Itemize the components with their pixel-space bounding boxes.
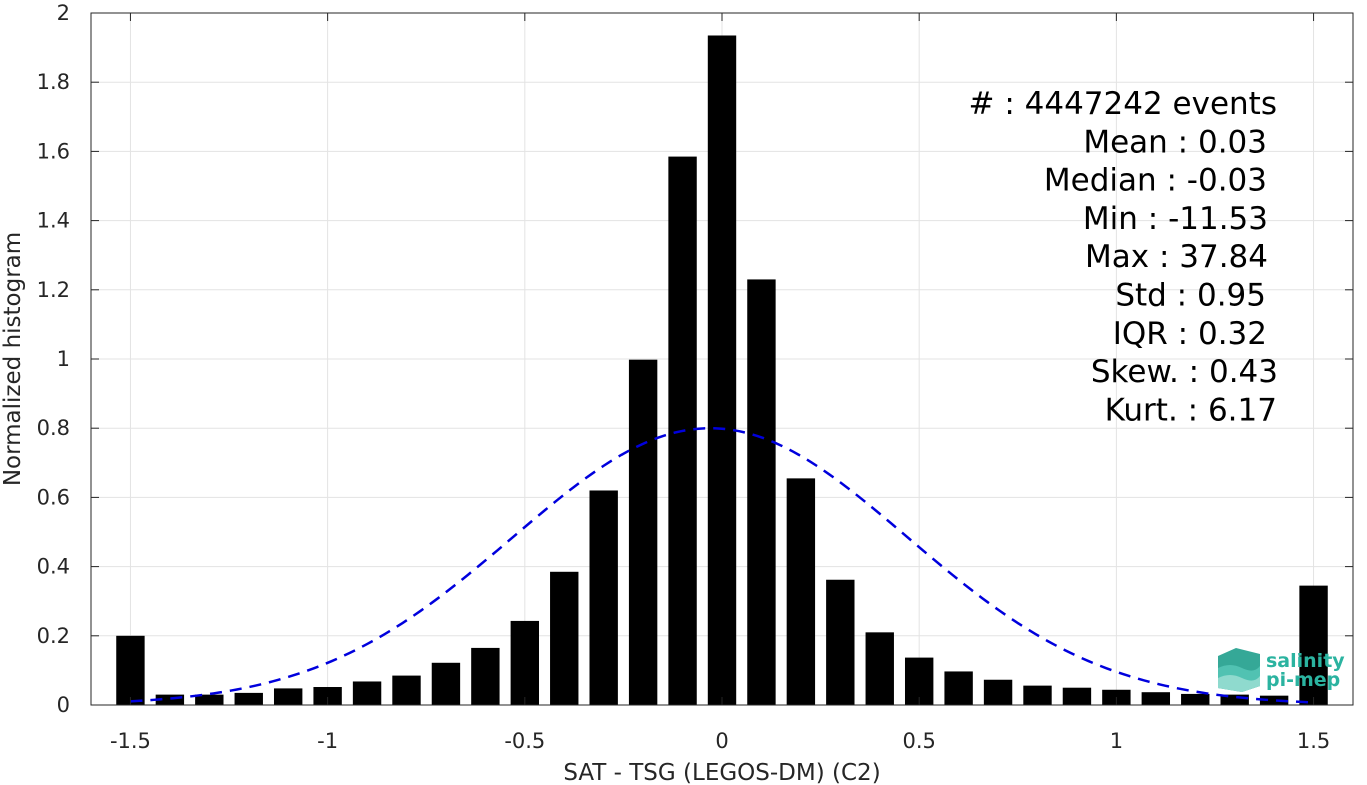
x-tick-label: -0.5 — [504, 729, 545, 753]
x-axis-title: SAT - TSG (LEGOS-DM) (C2) — [563, 760, 880, 785]
histogram-bar — [628, 359, 658, 705]
histogram-bar — [116, 635, 145, 705]
histogram-bar — [313, 687, 342, 705]
histogram-bar — [1220, 694, 1249, 705]
histogram-bar — [352, 681, 382, 705]
histogram-bar — [747, 279, 776, 705]
stat-line: Std : 0.95 — [1115, 278, 1266, 314]
histogram-bar — [983, 679, 1013, 705]
histogram-bar — [826, 579, 855, 705]
histogram-bar — [155, 694, 185, 705]
x-tick-label: 1.5 — [1297, 729, 1330, 753]
x-axis-ticks: -1.5 -1 -0.5 0 0.5 1 1.5 — [110, 13, 1330, 753]
x-tick-label: 0.5 — [902, 729, 935, 753]
logo-text-line1: salinity — [1266, 650, 1345, 672]
histogram-bar — [865, 632, 894, 705]
x-tick-label: 0 — [715, 729, 728, 753]
x-tick-label: -1.5 — [110, 729, 151, 753]
y-tick-label: 0.6 — [37, 485, 70, 509]
x-tick-label: 1 — [1110, 729, 1123, 753]
y-tick-label: 0 — [57, 693, 70, 717]
stat-line: Median : -0.03 — [1044, 163, 1267, 199]
y-tick-label: 0.8 — [37, 416, 70, 440]
stat-line: IQR : 0.32 — [1113, 316, 1267, 352]
histogram-bars — [116, 35, 1328, 706]
y-tick-label: 1.2 — [37, 278, 70, 302]
histogram-bar — [195, 694, 224, 705]
histogram-bar — [707, 35, 737, 706]
histogram-bar — [550, 571, 579, 705]
x-tick-label: -1 — [317, 729, 338, 753]
logo-text-line2: pi-mep — [1266, 669, 1340, 691]
histogram-bar — [1062, 687, 1092, 705]
histogram-bar — [1141, 692, 1171, 705]
y-tick-label: 0.4 — [37, 555, 70, 579]
y-tick-label: 0.2 — [37, 624, 70, 648]
histogram-bar — [1299, 585, 1328, 705]
y-tick-label: 2 — [57, 1, 70, 25]
stat-line: Kurt. : 6.17 — [1105, 392, 1277, 428]
histogram-bar — [589, 490, 618, 705]
y-axis-ticks: 0 0.2 0.4 0.6 0.8 1 1.2 1.4 1.6 1.8 2 — [37, 1, 1353, 717]
y-tick-label: 1 — [57, 347, 70, 371]
histogram-bar — [1181, 693, 1210, 705]
histogram-bar — [431, 662, 461, 705]
salinity-pimep-logo: salinity pi-mep — [1218, 648, 1345, 692]
y-tick-label: 1.6 — [37, 139, 70, 163]
y-tick-label: 1.4 — [37, 209, 70, 233]
stat-line: # : 4447242 events — [969, 86, 1278, 122]
histogram-bar — [392, 675, 421, 705]
gaussian-fit-curve — [130, 426, 1314, 704]
histogram-bar — [471, 647, 500, 705]
histogram-bar — [234, 692, 263, 705]
y-tick-label: 1.8 — [37, 70, 70, 94]
histogram-bar — [510, 620, 540, 705]
logo-mark-icon — [1218, 648, 1260, 692]
histogram-bar — [1259, 695, 1289, 705]
histogram-bar — [786, 478, 816, 705]
histogram-bar — [1023, 685, 1052, 705]
histogram-bar — [944, 671, 973, 705]
histogram-bar — [273, 688, 303, 705]
stat-line: Max : 37.84 — [1085, 239, 1268, 275]
y-axis-title: Normalized histogram — [0, 232, 26, 486]
stat-line: Skew. : 0.43 — [1091, 354, 1278, 390]
stat-line: Mean : 0.03 — [1083, 124, 1267, 160]
stat-line: Min : -11.53 — [1083, 201, 1268, 237]
